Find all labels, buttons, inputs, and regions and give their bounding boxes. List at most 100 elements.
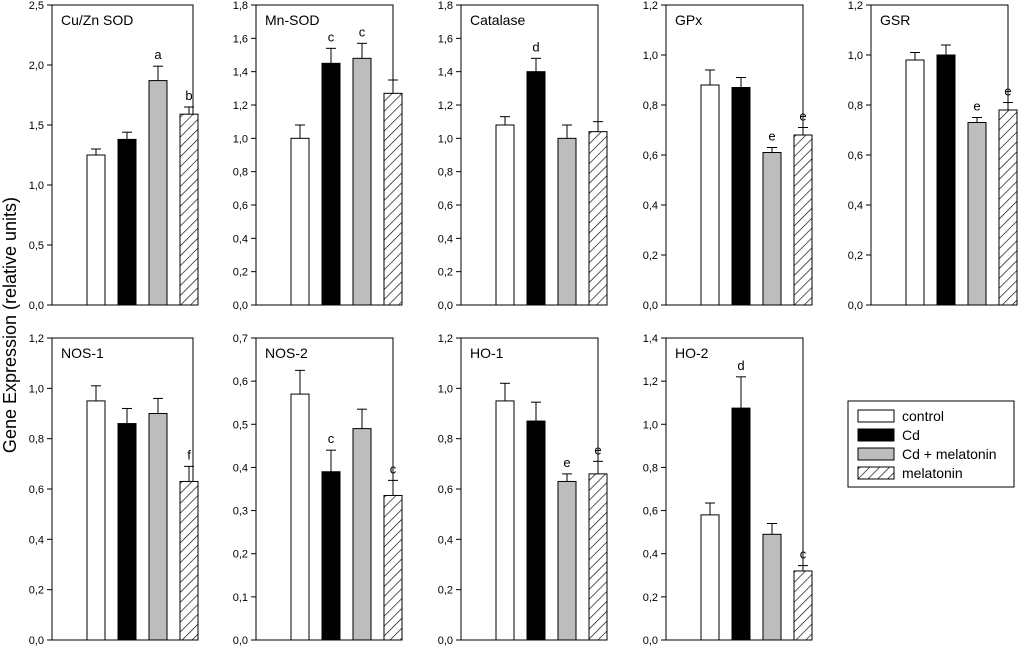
significance-label: c (328, 29, 335, 44)
bar-melatonin (179, 480, 199, 641)
tick-label: 1,0 (29, 180, 44, 192)
bar-cd-melatonin (352, 428, 372, 641)
bar-cd-melatonin (762, 152, 782, 306)
tick-label: 0,1 (233, 592, 248, 604)
panel-title: Cu/Zn SOD (61, 12, 133, 28)
tick-label: 1,2 (643, 0, 658, 12)
tick-label: 0,0 (643, 300, 658, 312)
tick-label: 0,0 (29, 635, 44, 647)
legend-label: Cd (902, 427, 920, 443)
tick-label: 1,2 (233, 100, 248, 112)
legend: control Cd Cd + melatonin melatonin (847, 400, 1015, 488)
tick-label: 0,4 (643, 549, 658, 561)
tick-label: 0,6 (233, 376, 248, 388)
panel-title: HO-2 (675, 345, 709, 361)
tick-label: 0,5 (29, 240, 44, 252)
tick-label: 1,8 (438, 0, 453, 12)
tick-label: 1,2 (848, 0, 863, 12)
significance-label: b (185, 88, 192, 103)
tick-label: 0,4 (643, 200, 658, 212)
bar-cd (321, 471, 341, 641)
bar-melatonin (179, 113, 199, 306)
tick-label: 0,6 (233, 200, 248, 212)
bar-control (700, 514, 720, 641)
bar-melatonin (588, 131, 608, 306)
significance-label: d (532, 39, 539, 54)
significance-label: a (154, 47, 162, 62)
panel-nos-2: 0,0 0,1 0,2 0,3 0,4 0,5 0,6 0,7 NOS-2 c c (233, 333, 403, 647)
tick-label: 1,0 (643, 419, 658, 431)
legend-label: control (902, 408, 944, 424)
tick-label: 0,2 (438, 585, 453, 597)
legend-swatch (857, 447, 895, 461)
tick-label: 0,0 (438, 635, 453, 647)
tick-label: 0,2 (233, 549, 248, 561)
panel-title: HO-1 (470, 345, 504, 361)
tick-label: 0,0 (643, 635, 658, 647)
significance-label: c (359, 24, 366, 39)
tick-label: 0,8 (438, 167, 453, 179)
bar-cd-melatonin (352, 57, 372, 306)
bar-melatonin (588, 473, 608, 641)
bar-control (495, 124, 515, 306)
tick-label: 1,0 (29, 383, 44, 395)
bar-cd-melatonin (148, 413, 168, 641)
tick-label: 0,6 (438, 200, 453, 212)
bar-melatonin (383, 494, 403, 641)
significance-label: c (390, 461, 397, 476)
tick-label: 0,2 (29, 585, 44, 597)
tick-label: 0,2 (643, 250, 658, 262)
panel-gpx: 0,0 0,2 0,4 0,6 0,8 1,0 1,2 GPx e e (643, 0, 813, 312)
tick-label: 1,6 (438, 33, 453, 45)
tick-label: 0,0 (233, 635, 248, 647)
tick-label: 2,5 (29, 0, 44, 12)
significance-label: c (800, 547, 807, 562)
bar-cd (117, 138, 137, 306)
panel-title: NOS-1 (61, 345, 104, 361)
tick-label: 0,4 (29, 534, 44, 546)
tick-label: 1,2 (29, 333, 44, 345)
bar-melatonin (383, 92, 403, 306)
tick-label: 0,8 (233, 167, 248, 179)
legend-swatch (857, 428, 895, 442)
tick-label: 0,6 (848, 150, 863, 162)
tick-label: 0,6 (29, 484, 44, 496)
tick-label: 0,8 (643, 100, 658, 112)
panel-title: GPx (675, 12, 702, 28)
bar-cd (731, 407, 751, 641)
tick-label: 0,4 (233, 462, 248, 474)
significance-label: c (328, 431, 335, 446)
tick-label: 1,0 (233, 133, 248, 145)
legend-swatch (857, 466, 895, 480)
bar-cd-melatonin (557, 137, 577, 306)
panel-title: Catalase (470, 12, 525, 28)
y-axis-label: Gene Expression (relative units) (0, 197, 20, 453)
tick-label: 1,4 (438, 67, 453, 79)
tick-label: 0,8 (438, 434, 453, 446)
tick-label: 0,4 (438, 233, 453, 245)
tick-label: 0,2 (848, 250, 863, 262)
bar-cd-melatonin (967, 122, 987, 306)
tick-label: 1,0 (438, 383, 453, 395)
panel-title: NOS-2 (265, 345, 308, 361)
significance-label: e (799, 109, 806, 124)
significance-label: e (563, 455, 570, 470)
tick-label: 1,2 (438, 333, 453, 345)
tick-label: 1,0 (643, 50, 658, 62)
bar-cd-melatonin (148, 80, 168, 306)
tick-label: 0,2 (233, 267, 248, 279)
tick-label: 1,4 (643, 333, 658, 345)
tick-label: 0,4 (233, 233, 248, 245)
bar-cd (936, 54, 956, 306)
panel-nos-1: 0,0 0,2 0,4 0,6 0,8 1,0 1,2 NOS-1 f (29, 333, 199, 647)
tick-label: 0,0 (29, 300, 44, 312)
significance-label: e (768, 129, 775, 144)
legend-label: melatonin (902, 465, 963, 481)
tick-label: 0,2 (438, 267, 453, 279)
significance-label: f (187, 447, 191, 462)
tick-label: 0,8 (643, 462, 658, 474)
bar-cd (526, 71, 546, 306)
significance-label: e (1004, 84, 1011, 99)
panel-title: Mn-SOD (265, 12, 319, 28)
